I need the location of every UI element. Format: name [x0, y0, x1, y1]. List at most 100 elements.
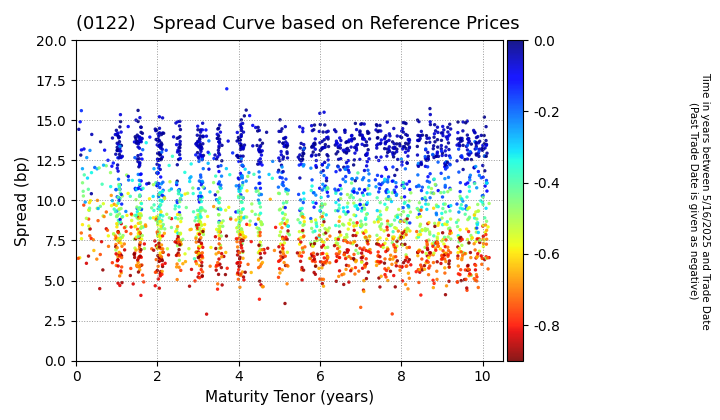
- Point: [460, 276, 472, 283]
- Point: [401, 255, 413, 261]
- Point: [195, 143, 207, 150]
- Point: [274, 220, 286, 227]
- Point: [477, 145, 488, 152]
- Point: [192, 273, 204, 280]
- Point: [210, 251, 222, 257]
- Point: [173, 236, 184, 243]
- Point: [240, 269, 251, 276]
- Point: [171, 251, 183, 258]
- Point: [425, 111, 436, 118]
- Point: [452, 136, 464, 142]
- Point: [441, 136, 453, 142]
- Point: [192, 132, 203, 139]
- Point: [148, 215, 159, 221]
- Point: [321, 255, 333, 262]
- Point: [174, 144, 185, 151]
- Point: [315, 236, 327, 243]
- Point: [333, 143, 344, 150]
- Point: [235, 124, 247, 131]
- Point: [337, 176, 348, 183]
- Point: [257, 284, 269, 290]
- Point: [444, 257, 455, 264]
- Point: [174, 148, 185, 155]
- Point: [357, 134, 369, 141]
- Point: [215, 162, 227, 169]
- Point: [454, 188, 466, 195]
- Point: [274, 128, 285, 135]
- Point: [330, 222, 341, 229]
- Point: [129, 254, 140, 261]
- Point: [113, 249, 125, 256]
- Point: [402, 202, 413, 209]
- Point: [174, 195, 186, 202]
- Point: [315, 214, 327, 220]
- Point: [210, 234, 221, 240]
- Point: [74, 118, 86, 125]
- Point: [277, 245, 289, 252]
- Point: [237, 144, 248, 151]
- Point: [427, 152, 438, 158]
- Point: [134, 162, 145, 169]
- Point: [481, 177, 492, 184]
- Point: [364, 191, 376, 197]
- Point: [335, 195, 346, 202]
- Point: [307, 189, 319, 196]
- Point: [477, 147, 488, 154]
- Point: [460, 205, 472, 212]
- Point: [130, 234, 142, 241]
- Point: [461, 226, 472, 233]
- Point: [132, 233, 144, 240]
- Point: [244, 112, 256, 119]
- Point: [318, 184, 330, 191]
- Point: [427, 243, 438, 249]
- Point: [437, 194, 449, 200]
- Point: [427, 151, 438, 158]
- Point: [373, 181, 384, 187]
- Point: [192, 123, 204, 130]
- Point: [194, 257, 206, 263]
- Point: [314, 139, 325, 146]
- Point: [152, 233, 163, 240]
- Point: [148, 193, 159, 200]
- Point: [83, 216, 94, 223]
- Point: [432, 144, 444, 150]
- Point: [135, 292, 147, 299]
- Point: [444, 264, 455, 270]
- Point: [195, 152, 207, 159]
- Point: [307, 228, 319, 235]
- Point: [474, 146, 485, 152]
- Point: [402, 213, 414, 219]
- Point: [276, 236, 288, 242]
- Point: [153, 245, 165, 252]
- Point: [404, 256, 415, 263]
- Point: [423, 155, 434, 162]
- Point: [480, 231, 492, 238]
- Point: [233, 221, 245, 228]
- Point: [204, 263, 216, 270]
- Point: [176, 241, 187, 247]
- Point: [317, 186, 328, 193]
- Point: [197, 228, 209, 235]
- Point: [398, 259, 410, 266]
- Point: [472, 220, 483, 226]
- Point: [444, 278, 455, 285]
- Point: [84, 147, 96, 154]
- Point: [164, 178, 176, 185]
- Point: [175, 230, 186, 236]
- Point: [351, 175, 363, 181]
- Point: [277, 156, 289, 163]
- Point: [330, 258, 342, 265]
- Point: [126, 217, 138, 224]
- Point: [390, 262, 402, 269]
- Point: [412, 249, 423, 256]
- Point: [194, 218, 205, 225]
- Point: [373, 241, 384, 248]
- Point: [239, 142, 251, 148]
- Point: [296, 266, 307, 273]
- Point: [173, 250, 184, 257]
- Point: [442, 188, 454, 195]
- Point: [392, 214, 403, 221]
- Point: [192, 226, 203, 233]
- Point: [153, 133, 164, 139]
- Point: [343, 226, 354, 233]
